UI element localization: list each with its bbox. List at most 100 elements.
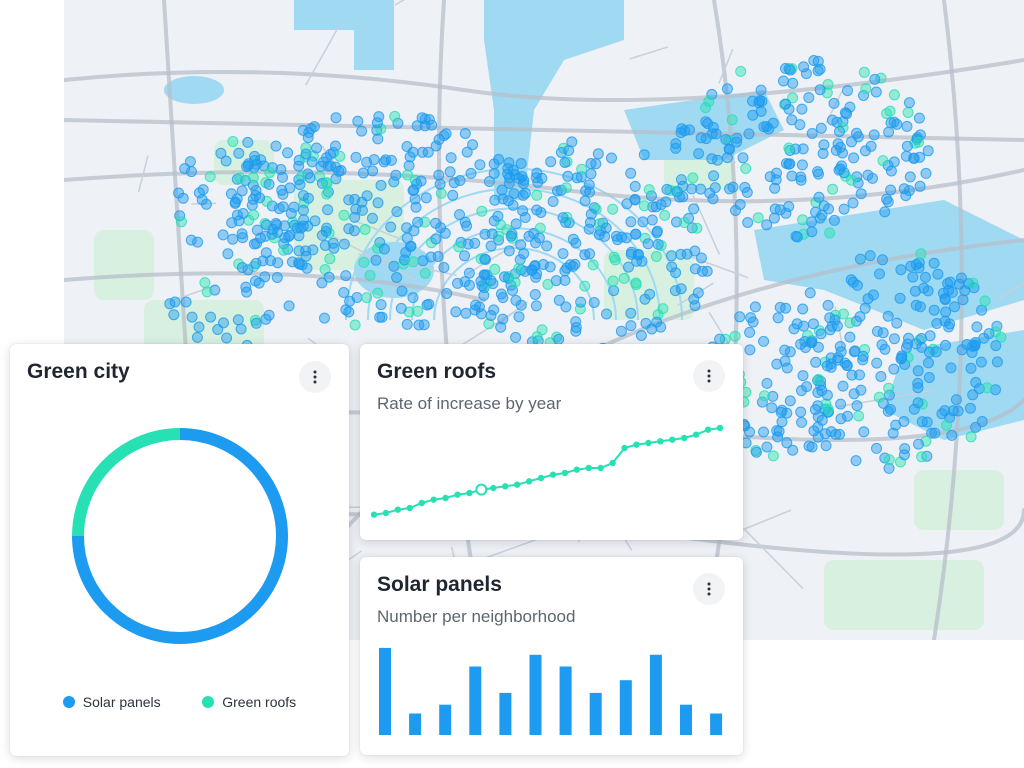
solar-panel-point xyxy=(695,132,707,144)
solar-panel-point xyxy=(626,246,637,258)
solar-panel-point xyxy=(606,152,617,164)
map-park xyxy=(824,560,984,630)
solar-panel-point xyxy=(236,228,248,240)
solar-panel-point xyxy=(815,122,827,134)
solar-panel-point xyxy=(772,312,784,324)
solar-panel-point xyxy=(407,292,419,304)
map-water-east xyxy=(884,330,1024,440)
solar-panel-point xyxy=(956,344,968,356)
solar-panel-point xyxy=(842,85,853,97)
solar-panel-point xyxy=(422,146,434,158)
solar-panel-point xyxy=(646,323,658,335)
solar-panel-point xyxy=(388,176,400,188)
solar-panel-point xyxy=(771,425,783,437)
solar-panel-point xyxy=(924,330,936,342)
solar-panel-point xyxy=(465,167,477,179)
legend-item-solar-panels[interactable]: Solar panels xyxy=(62,694,161,710)
line-point xyxy=(585,464,592,472)
solar-panel-point xyxy=(298,214,310,226)
solar-panel-point xyxy=(825,361,837,373)
solar-panel-point xyxy=(952,405,964,417)
green-roof-point xyxy=(990,326,1001,338)
green-roof-point xyxy=(389,110,401,122)
solar-panel-point xyxy=(742,217,754,228)
map-street xyxy=(742,509,792,531)
solar-panel-point xyxy=(879,206,891,218)
map-road xyxy=(64,118,1024,142)
solar-panel-point xyxy=(666,250,677,262)
solar-panel-point xyxy=(702,118,714,129)
map-street xyxy=(305,25,340,86)
more-vertical-icon xyxy=(313,370,317,384)
map-park xyxy=(914,470,1004,530)
solar-panel-point xyxy=(771,358,783,370)
solar-panel-point xyxy=(575,296,587,308)
solar-panel-point xyxy=(888,333,900,345)
solar-panel-point xyxy=(193,321,205,333)
solar-panel-point xyxy=(964,402,976,414)
solar-panel-point xyxy=(488,304,500,316)
green-roof-point xyxy=(199,277,211,289)
solar-panel-point xyxy=(750,446,762,458)
solar-panel-point xyxy=(378,156,390,168)
solar-panel-point xyxy=(330,173,342,185)
solar-panel-point xyxy=(566,136,578,148)
green-roof-point xyxy=(913,136,924,148)
solar-panel-point xyxy=(706,128,718,140)
solar-panel-point xyxy=(276,184,288,196)
solar-panel-point xyxy=(638,149,650,161)
solar-panel-point xyxy=(463,267,475,279)
solar-panel-point xyxy=(647,201,659,213)
solar-panel-point xyxy=(808,425,820,437)
solar-panel-point xyxy=(795,171,807,183)
solar-panel-point xyxy=(652,238,664,250)
line-point xyxy=(549,471,557,478)
legend-item-green-roofs[interactable]: Green roofs xyxy=(202,694,296,710)
solar-panel-point xyxy=(186,166,197,178)
solar-panel-point xyxy=(847,197,859,209)
solar-panel-point xyxy=(304,172,316,184)
green-roof-point xyxy=(358,256,370,268)
solar-panel-point xyxy=(375,179,387,191)
solar-panel-point xyxy=(291,222,303,234)
green-roof-point xyxy=(678,217,690,228)
solar-panel-point xyxy=(285,208,297,219)
green-city-menu-button[interactable] xyxy=(299,361,331,393)
green-roof-point xyxy=(729,330,741,342)
solar-panel-point xyxy=(496,184,508,196)
solar-panel-point xyxy=(898,416,910,427)
solar-panel-point xyxy=(323,271,335,283)
solar-panel-point xyxy=(803,92,815,104)
solar-panel-point xyxy=(910,338,922,350)
solar-panel-point xyxy=(721,152,733,164)
line-point xyxy=(657,438,664,445)
solar-panel-point xyxy=(236,185,248,197)
map-street xyxy=(354,219,406,242)
solar-panel-point xyxy=(255,154,267,166)
solar-panel-point xyxy=(320,225,332,237)
green-roof-point xyxy=(797,214,809,226)
green-roofs-title: Green roofs xyxy=(377,360,497,383)
legend-label-green-roofs: Green roofs xyxy=(222,694,297,710)
solar-panel-point xyxy=(990,340,1002,352)
map-points-layer[interactable] xyxy=(164,55,1007,474)
solar-panel-point xyxy=(675,174,687,186)
solar-panel-point xyxy=(901,140,913,152)
solar-panel-point xyxy=(798,320,810,332)
solar-panel-point xyxy=(944,276,956,288)
solar-panels-menu-button[interactable] xyxy=(693,573,725,605)
solar-panel-point xyxy=(544,261,556,273)
solar-panel-point xyxy=(372,133,384,145)
solar-panel-point xyxy=(401,318,413,330)
solar-panel-point xyxy=(279,232,291,244)
green-roof-point xyxy=(402,169,413,181)
solar-panel-point xyxy=(940,339,951,351)
solar-panel-point xyxy=(557,212,569,224)
solar-panel-point xyxy=(891,317,903,329)
green-roof-point xyxy=(639,232,651,244)
solar-panel-point xyxy=(485,240,497,252)
solar-panel-point xyxy=(180,296,192,308)
solar-panel-point xyxy=(795,174,807,186)
solar-panel-point xyxy=(514,254,526,266)
green-roofs-menu-button[interactable] xyxy=(693,360,725,392)
